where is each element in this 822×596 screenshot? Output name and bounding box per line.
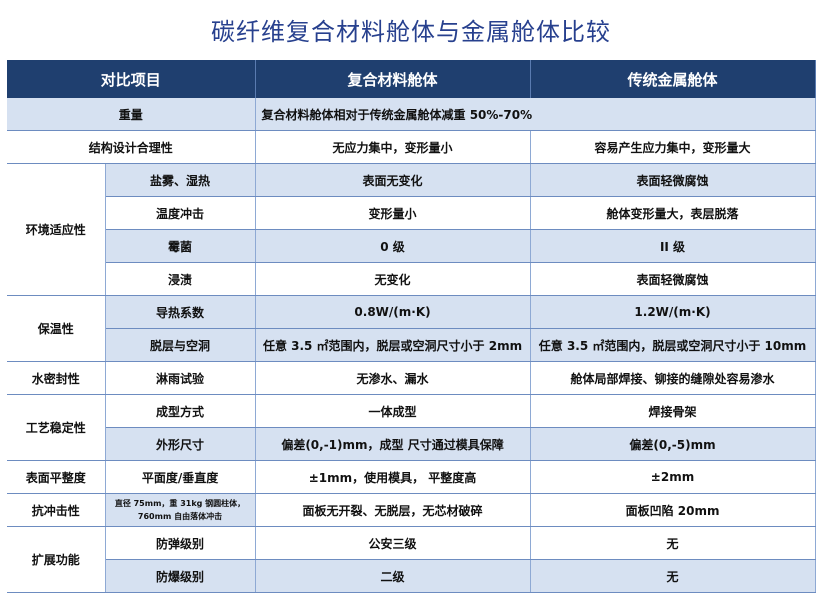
header-composite: 复合材料舱体 xyxy=(255,60,531,98)
cell-metal: 无 xyxy=(530,526,816,560)
cell-composite: 任意 3.5 ㎡范围内，脱层或空洞尺寸小于 2mm xyxy=(255,328,531,362)
cell-composite: 无渗水、漏水 xyxy=(255,361,531,395)
table-row: 结构设计合理性 无应力集中，变形量小 容易产生应力集中，变形量大 xyxy=(7,130,816,164)
page-title: 碳纤维复合材料舱体与金属舱体比较 xyxy=(211,18,611,46)
cell-composite: 变形量小 xyxy=(255,196,531,230)
comparison-table: 对比项目 复合材料舱体 传统金属舱体 重量 复合材料舱体相对于传统金属舱体减重 … xyxy=(7,60,816,593)
header-item: 对比项目 xyxy=(7,60,256,98)
cell-composite: 公安三级 xyxy=(255,526,531,560)
cell-composite: 表面无变化 xyxy=(255,163,531,197)
cell-composite: 面板无开裂、无脱层，无芯材破碎 xyxy=(255,493,531,527)
group-label: 表面平整度 xyxy=(7,460,106,494)
cell-composite: 0.8W/(m·K) xyxy=(255,295,531,329)
cell-metal: II 级 xyxy=(530,229,816,263)
table-row: 环境适应性 盐雾、湿热 表面无变化 表面轻微腐蚀 xyxy=(7,163,816,296)
cell-metal: 表面轻微腐蚀 xyxy=(530,262,816,296)
cell-composite: ±1mm，使用模具， 平整度高 xyxy=(255,460,531,494)
group-label: 扩展功能 xyxy=(7,526,106,593)
cell-metal: 容易产生应力集中，变形量大 xyxy=(530,130,816,164)
table-row: 霉菌 0 级 II 级 xyxy=(7,229,816,263)
cell-value: 复合材料舱体相对于传统金属舱体减重 50%-70% xyxy=(255,98,816,131)
cell-composite: 0 级 xyxy=(255,229,531,263)
sub-label: 温度冲击 xyxy=(105,196,256,230)
header-metal: 传统金属舱体 xyxy=(530,60,816,98)
table-row: 外形尺寸 偏差(0,-1)mm，成型 尺寸通过模具保障 偏差(0,-5)mm xyxy=(7,427,816,461)
group-label: 保温性 xyxy=(7,295,106,362)
table-row: 温度冲击 变形量小 舱体变形量大，表层脱落 xyxy=(7,196,816,230)
group-label: 水密封性 xyxy=(7,361,106,395)
table-row: 水密封性 淋雨试验 无渗水、漏水 舱体局部焊接、铆接的缝隙处容易渗水 xyxy=(7,361,816,395)
sub-label: 直径 75mm，重 31kg 钢圆柱体，760mm 自由落体冲击 xyxy=(105,493,256,527)
sub-label: 防弹级别 xyxy=(105,526,256,560)
sub-label: 平面度/垂直度 xyxy=(105,460,256,494)
group-label: 工艺稳定性 xyxy=(7,394,106,461)
sub-label: 成型方式 xyxy=(105,394,256,428)
table-row: 工艺稳定性 成型方式 一体成型 焊接骨架 xyxy=(7,394,816,461)
cell-metal: 舱体变形量大，表层脱落 xyxy=(530,196,816,230)
sub-label: 外形尺寸 xyxy=(105,427,256,461)
sub-label: 防爆级别 xyxy=(105,559,256,593)
cell-metal: 任意 3.5 ㎡范围内，脱层或空洞尺寸小于 10mm xyxy=(530,328,816,362)
sub-label: 脱层与空洞 xyxy=(105,328,256,362)
cell-metal: 偏差(0,-5)mm xyxy=(530,427,816,461)
sub-label: 淋雨试验 xyxy=(105,361,256,395)
table-row: 扩展功能 防弹级别 公安三级 无 xyxy=(7,526,816,593)
cell-metal: 面板凹陷 20mm xyxy=(530,493,816,527)
table-row: 保温性 导热系数 0.8W/(m·K) 1.2W/(m·K) xyxy=(7,295,816,362)
cell-composite: 二级 xyxy=(255,559,531,593)
cell-composite: 无变化 xyxy=(255,262,531,296)
cell-metal: 舱体局部焊接、铆接的缝隙处容易渗水 xyxy=(530,361,816,395)
group-label: 环境适应性 xyxy=(7,163,106,296)
sub-label: 浸渍 xyxy=(105,262,256,296)
table-row: 脱层与空洞 任意 3.5 ㎡范围内，脱层或空洞尺寸小于 2mm 任意 3.5 ㎡… xyxy=(7,328,816,362)
cell-metal: ±2mm xyxy=(530,460,816,494)
cell-metal: 表面轻微腐蚀 xyxy=(530,163,816,197)
header-row: 对比项目 复合材料舱体 传统金属舱体 xyxy=(7,60,816,98)
sub-label: 霉菌 xyxy=(105,229,256,263)
row-label: 重量 xyxy=(7,98,256,131)
cell-composite: 无应力集中，变形量小 xyxy=(255,130,531,164)
table-row: 重量 复合材料舱体相对于传统金属舱体减重 50%-70% xyxy=(7,98,816,131)
table-row: 防爆级别 二级 无 xyxy=(7,559,816,593)
cell-composite: 偏差(0,-1)mm，成型 尺寸通过模具保障 xyxy=(255,427,531,461)
row-label: 结构设计合理性 xyxy=(7,130,256,164)
table-row: 抗冲击性 直径 75mm，重 31kg 钢圆柱体，760mm 自由落体冲击 面板… xyxy=(7,493,816,527)
sub-label: 导热系数 xyxy=(105,295,256,329)
cell-metal: 1.2W/(m·K) xyxy=(530,295,816,329)
group-label: 抗冲击性 xyxy=(7,493,106,527)
table-row: 浸渍 无变化 表面轻微腐蚀 xyxy=(7,262,816,296)
cell-metal: 焊接骨架 xyxy=(530,394,816,428)
sub-label: 盐雾、湿热 xyxy=(105,163,256,197)
table-row: 表面平整度 平面度/垂直度 ±1mm，使用模具， 平整度高 ±2mm xyxy=(7,460,816,494)
cell-metal: 无 xyxy=(530,559,816,593)
cell-composite: 一体成型 xyxy=(255,394,531,428)
